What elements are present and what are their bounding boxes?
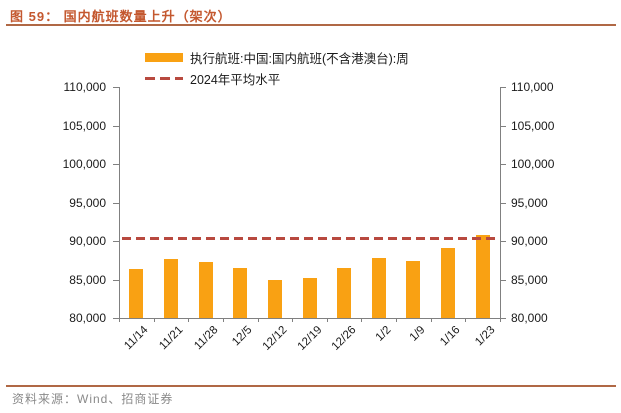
y-axis-line-left	[119, 87, 120, 319]
figure-title: 图 59： 国内航班数量上升（架次）	[10, 9, 232, 24]
y-axis-label-left: 110,000	[63, 80, 107, 94]
average-line-label: 2024年平均水平	[190, 73, 281, 87]
x-axis-tick	[396, 318, 398, 322]
x-axis-tick	[292, 318, 294, 322]
bar	[441, 247, 456, 318]
y-axis-label-left: 80,000	[69, 311, 106, 325]
y-axis-label-left: 105,000	[62, 119, 106, 133]
bar	[163, 258, 178, 318]
y-axis-tick-right	[500, 203, 506, 204]
y-axis-label-right: 80,000	[511, 311, 548, 325]
bar-series-swatch	[145, 53, 183, 62]
x-axis-tick	[257, 318, 259, 322]
bar	[233, 267, 248, 318]
bar	[267, 280, 282, 318]
x-axis-tick	[188, 318, 190, 322]
y-axis-tick-right	[500, 164, 506, 165]
y-axis-line-right	[500, 87, 501, 319]
x-axis-tick	[326, 318, 328, 322]
y-axis-label-right: 90,000	[511, 234, 548, 248]
y-axis-tick-left	[113, 164, 119, 165]
bar	[129, 268, 144, 318]
x-axis-tick	[465, 318, 467, 322]
bar	[475, 234, 490, 318]
y-axis-label-right: 105,000	[511, 119, 555, 133]
y-axis-tick-left	[113, 203, 119, 204]
average-line-swatch	[145, 77, 183, 80]
x-axis-tick	[361, 318, 363, 322]
footer-rule	[6, 385, 616, 387]
x-axis-tick	[119, 318, 120, 322]
y-axis-label-left: 95,000	[69, 196, 106, 210]
y-axis-tick-left	[113, 280, 119, 281]
x-axis-line	[119, 318, 501, 319]
y-axis-tick-left	[113, 241, 119, 242]
y-axis-label-right: 100,000	[511, 157, 555, 171]
y-axis-label-right: 85,000	[511, 273, 548, 287]
y-axis-label-left: 90,000	[69, 234, 106, 248]
y-axis-tick-right	[500, 241, 506, 242]
x-axis-tick	[430, 318, 432, 322]
bar-series-label: 执行航班:中国:国内航班(不含港澳台):周	[190, 52, 409, 66]
bar	[406, 261, 421, 318]
y-axis-label-right: 110,000	[511, 80, 554, 94]
legend-item-bars: 执行航班:中国:国内航班(不含港澳台):周	[145, 47, 409, 68]
chart-legend: 执行航班:中国:国内航班(不含港澳台):周 2024年平均水平	[145, 47, 409, 89]
data-source: 资料来源：Wind、招商证券	[12, 392, 174, 406]
bar	[371, 257, 386, 318]
y-axis-tick-right	[500, 318, 506, 319]
bar	[198, 261, 213, 318]
y-axis-tick-right	[500, 87, 506, 88]
x-axis-tick	[153, 318, 155, 322]
x-axis-tick	[222, 318, 224, 322]
bar	[337, 267, 352, 318]
header-rule	[6, 24, 616, 26]
y-axis-label-left: 85,000	[69, 273, 106, 287]
bar	[302, 277, 317, 318]
y-axis-tick-right	[500, 280, 506, 281]
y-axis-label-right: 95,000	[511, 196, 548, 210]
x-axis-tick	[500, 318, 501, 322]
legend-item-average: 2024年平均水平	[145, 68, 409, 89]
average-reference-line	[122, 237, 497, 240]
y-axis-tick-left	[113, 126, 119, 127]
y-axis-tick-left	[113, 318, 119, 319]
y-axis-tick-right	[500, 126, 506, 127]
y-axis-tick-left	[113, 87, 119, 88]
y-axis-label-left: 100,000	[62, 157, 106, 171]
